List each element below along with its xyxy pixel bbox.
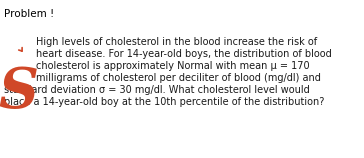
Text: Problem !: Problem !	[4, 9, 55, 19]
Text: milligrams of cholesterol per deciliter of blood (mg/dl) and: milligrams of cholesterol per deciliter …	[36, 73, 321, 83]
Text: standard deviation σ = 30 mg/dl. What cholesterol level would: standard deviation σ = 30 mg/dl. What ch…	[4, 85, 310, 95]
Text: cholesterol is approximately Normal with mean μ = 170: cholesterol is approximately Normal with…	[36, 61, 310, 71]
Text: place a 14-year-old boy at the 10th percentile of the distribution?: place a 14-year-old boy at the 10th perc…	[4, 97, 324, 107]
Text: S: S	[0, 65, 38, 120]
Text: heart disease. For 14-year-old boys, the distribution of blood: heart disease. For 14-year-old boys, the…	[36, 49, 332, 59]
Text: High levels of cholesterol in the blood increase the risk of: High levels of cholesterol in the blood …	[36, 37, 317, 47]
